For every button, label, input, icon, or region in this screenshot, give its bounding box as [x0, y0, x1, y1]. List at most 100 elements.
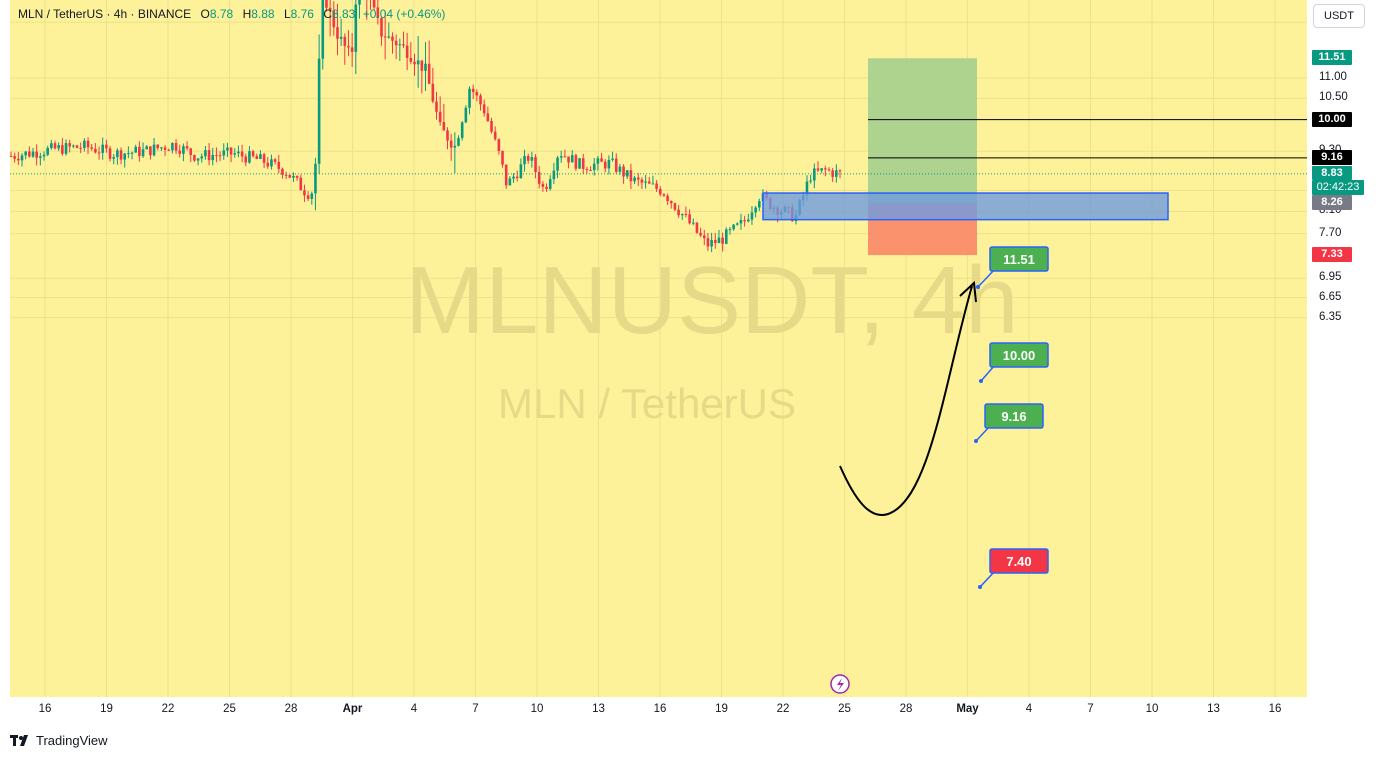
candle-body — [270, 159, 273, 167]
candle-body — [750, 212, 754, 220]
candle — [178, 144, 182, 158]
currency-unit-button[interactable]: USDT — [1313, 4, 1365, 28]
candle-body — [292, 176, 295, 178]
price-callout[interactable]: 7.40 — [978, 548, 1049, 589]
candle — [207, 143, 211, 166]
time-tick-label: 22 — [161, 703, 175, 715]
time-tick-label: 16 — [38, 703, 52, 715]
candle — [46, 145, 49, 157]
candle — [332, 1, 336, 36]
candle-body — [460, 122, 464, 139]
chart-area[interactable]: MLNUSDT, 4h MLN / TetherUS 11.51 10.00 9.1… — [10, 0, 1307, 697]
candle — [259, 150, 262, 160]
candle-body — [835, 170, 838, 177]
candle-body — [233, 153, 237, 155]
candle — [394, 34, 398, 60]
callout-label: 9.16 — [1001, 409, 1026, 424]
candle-body — [134, 146, 138, 153]
candle — [369, 0, 371, 10]
candle — [39, 152, 42, 166]
candle-body — [600, 158, 603, 162]
candle-body — [376, 7, 380, 19]
candle-body — [255, 156, 259, 159]
candle-body — [585, 168, 589, 171]
demand-zone-box[interactable] — [762, 192, 1169, 221]
candle-body — [281, 168, 284, 175]
candle-body — [372, 0, 376, 8]
candle — [72, 144, 75, 149]
candle-body — [185, 146, 189, 149]
candle — [658, 186, 662, 197]
candle — [677, 205, 680, 218]
candle — [482, 99, 486, 117]
candle — [174, 139, 178, 154]
candle-body — [735, 223, 739, 225]
candle-body — [431, 83, 435, 102]
time-axis[interactable]: 16 19 22 25 28 Apr 4 7 10 13 16 19 22 25 28 May 4 7 10 13 16 — [10, 697, 1307, 723]
profit-zone[interactable] — [868, 58, 977, 203]
candle-body — [211, 154, 215, 161]
tradingview-logo[interactable]: TradingView — [10, 733, 108, 748]
price-callout[interactable]: 10.00 — [979, 342, 1049, 383]
candle — [156, 144, 160, 151]
price-axis[interactable]: 16.5015.5014.5013.5012.5011.0010.509.308… — [1307, 0, 1386, 697]
candle — [97, 146, 101, 160]
candle — [343, 33, 347, 65]
candle — [563, 149, 567, 158]
symbol-title[interactable]: MLN / TetherUS · 4h · BINANCE — [18, 7, 192, 21]
candle — [534, 154, 537, 179]
price-callout[interactable]: 11.51 — [976, 246, 1049, 289]
candle-body — [237, 151, 240, 154]
candle-body — [20, 155, 24, 161]
candle — [266, 157, 270, 169]
price-callout[interactable]: 9.16 — [974, 403, 1044, 443]
lightning-glyph-icon — [837, 678, 844, 691]
candle-body — [288, 174, 292, 178]
candle — [229, 147, 233, 163]
candle-body — [163, 147, 167, 150]
close-key: C — [323, 7, 332, 21]
candle-body — [717, 237, 721, 244]
candle-body — [303, 190, 306, 196]
candle-body — [592, 163, 596, 171]
candle-body — [215, 154, 218, 156]
candle-body — [666, 195, 669, 202]
candle — [149, 146, 152, 160]
candle-body — [72, 145, 75, 147]
candle-body — [464, 107, 468, 123]
candle-body — [427, 63, 431, 84]
candlestick-chart[interactable]: MLNUSDT, 4h MLN / TetherUS 11.51 10.00 9.1… — [10, 0, 1307, 697]
candle-body — [644, 181, 647, 183]
candle — [53, 140, 57, 150]
stop-loss-tag: 7.33 — [1312, 247, 1352, 263]
candle-body — [273, 159, 277, 162]
candle — [86, 137, 90, 154]
candle-body — [75, 145, 79, 148]
candle — [497, 138, 501, 155]
candle — [526, 153, 530, 164]
resistance-10-tag: 10.00 — [1312, 111, 1352, 127]
candle-body — [633, 177, 636, 182]
candle-body — [519, 164, 523, 179]
projection-arrow[interactable] — [839, 285, 973, 517]
candle-body — [259, 154, 262, 159]
candle — [130, 151, 134, 160]
candle — [556, 155, 559, 179]
candle-body — [167, 149, 171, 151]
candle-body — [310, 193, 314, 199]
time-tick-label: Apr — [342, 703, 363, 715]
candle — [141, 142, 145, 158]
candle — [218, 151, 222, 162]
candle-body — [475, 92, 479, 96]
candle-body — [295, 176, 299, 178]
time-tick-label: 4 — [1025, 703, 1033, 715]
candle-body — [570, 155, 574, 163]
candle — [10, 151, 13, 157]
candle — [420, 60, 424, 94]
candle — [702, 229, 706, 246]
candle — [83, 138, 86, 152]
candle-body — [603, 161, 607, 169]
candle-body — [530, 157, 534, 161]
candle-body — [468, 88, 471, 108]
candle-body — [699, 232, 702, 236]
